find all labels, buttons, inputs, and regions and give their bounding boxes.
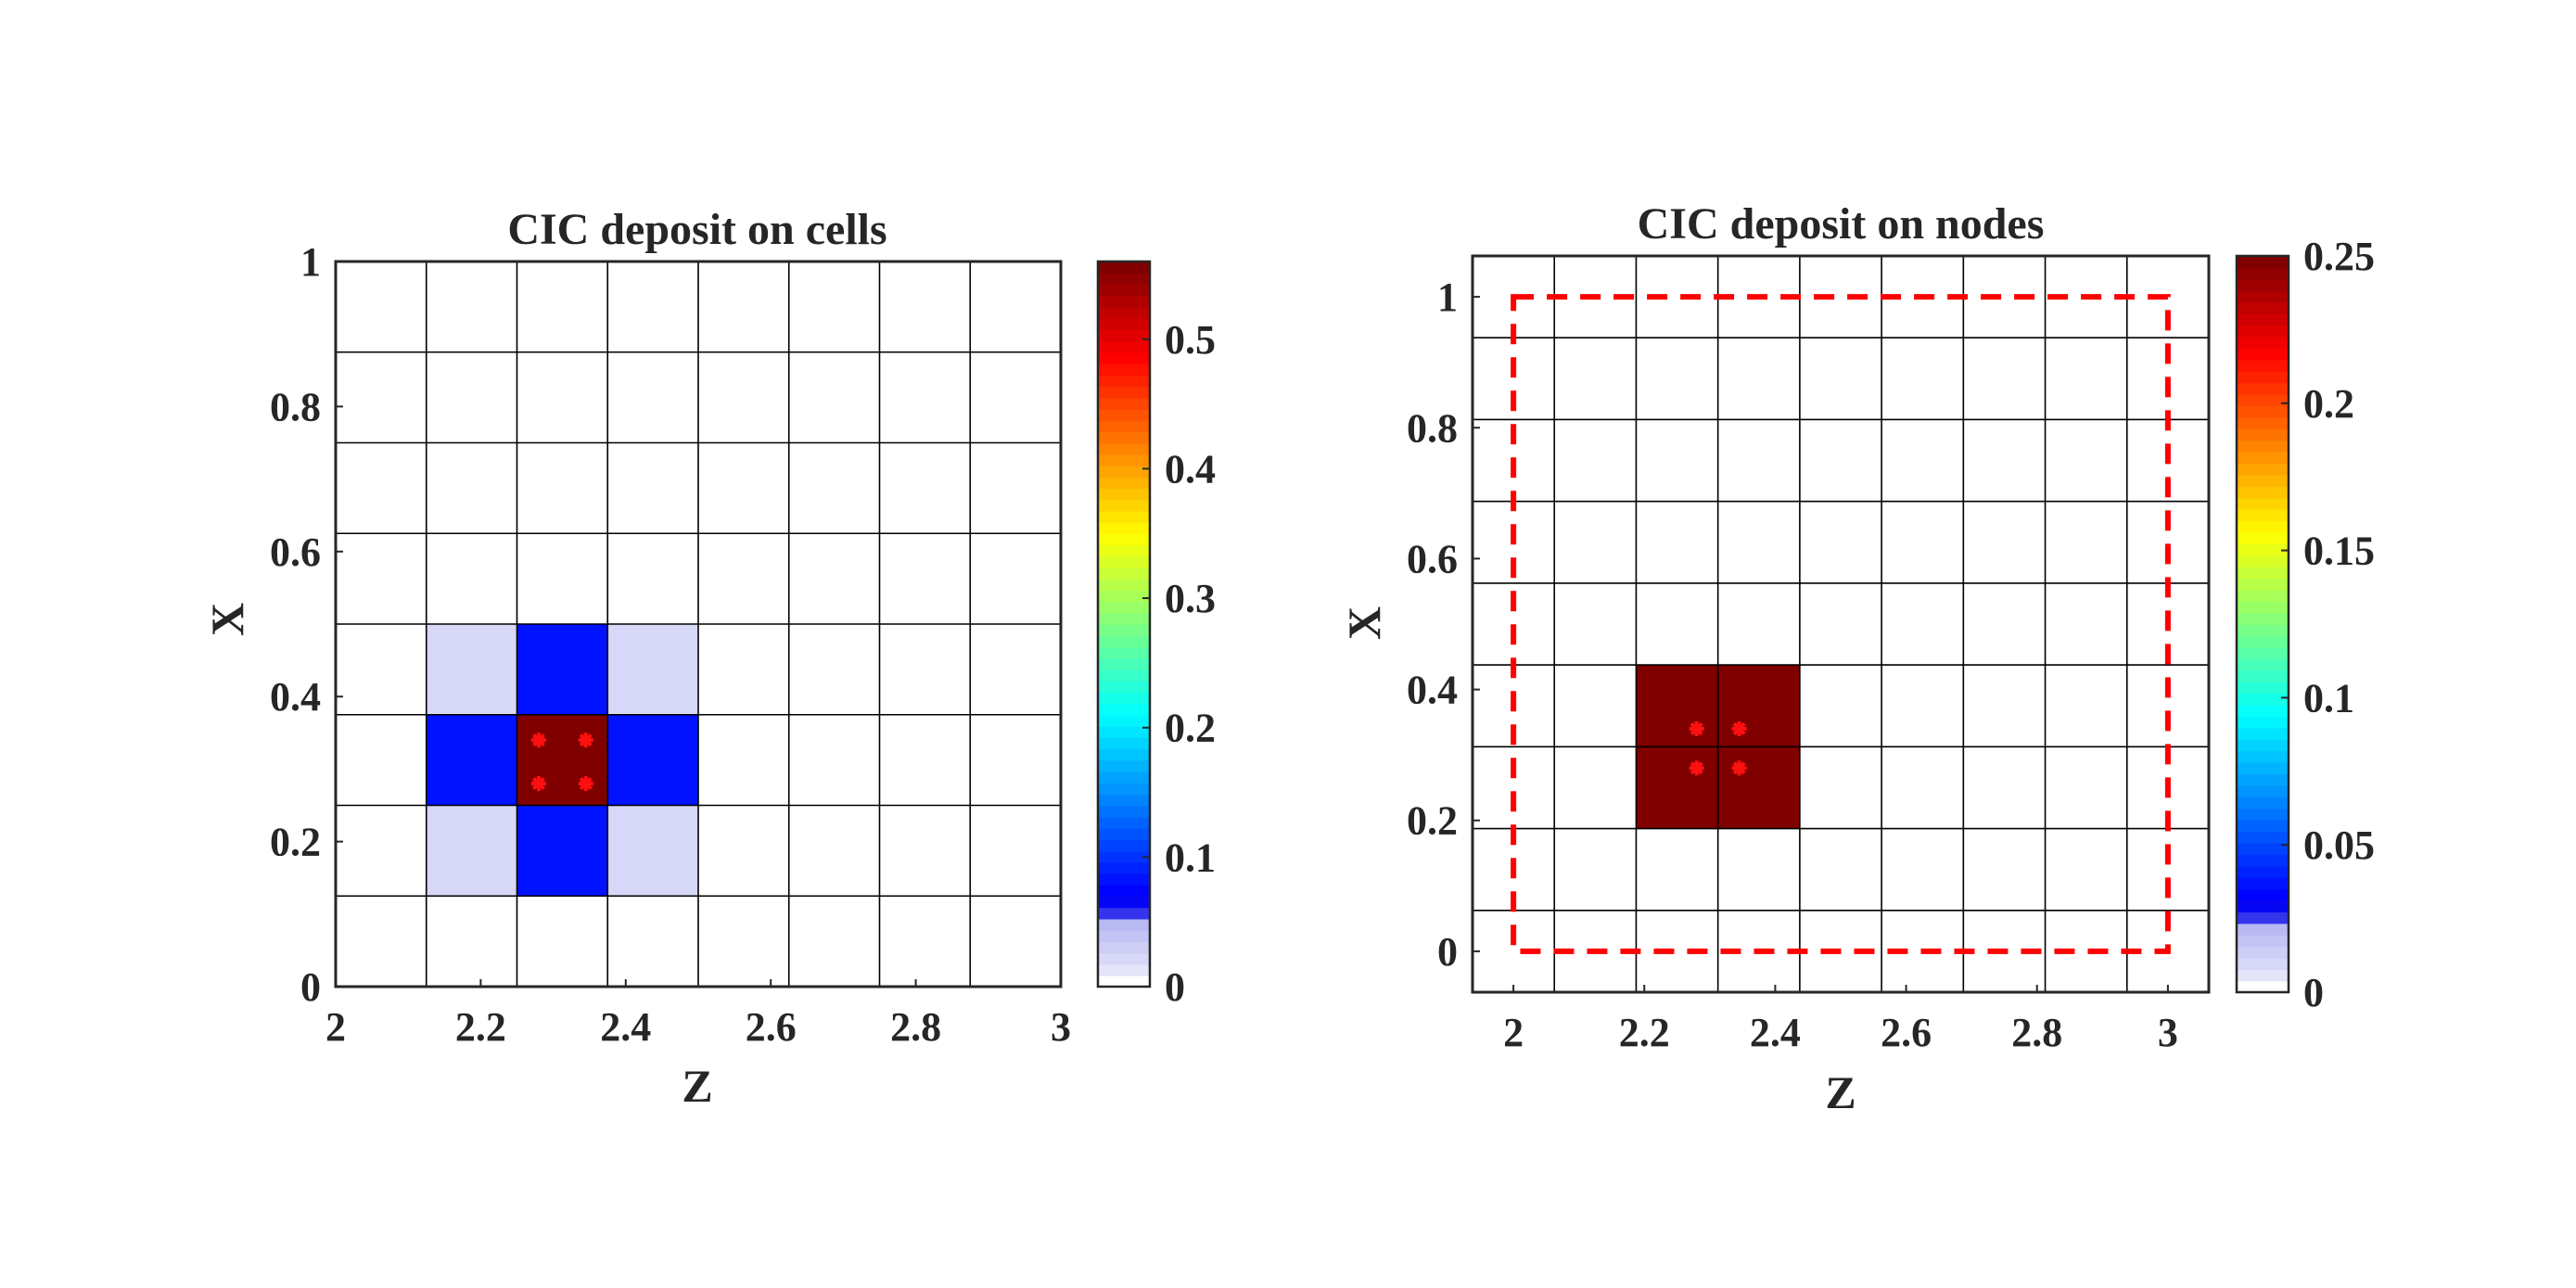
nodes-cell-3 [1717, 746, 1800, 829]
cells-y-tick-2: 0.4 [270, 674, 321, 720]
cells-y-tick-3: 0.6 [270, 529, 321, 575]
cells-cell-2 [607, 624, 698, 715]
nodes-plot-area [1473, 256, 2209, 992]
cells-x-tick-1: 2.2 [455, 1004, 506, 1050]
nodes-cell-1 [1717, 665, 1800, 747]
nodes-x-tick-0: 2 [1503, 1010, 1524, 1055]
nodes-colorbar: 0 0.05 0.1 0.15 0.2 0.25 [2235, 234, 2375, 1015]
cells-colorbar-tick-0: 0 [1165, 964, 1185, 1010]
nodes-x-axis-label: Z [1825, 1066, 1855, 1118]
nodes-y-tick-0: 0 [1437, 929, 1458, 975]
nodes-y-tick-2: 0.4 [1407, 668, 1458, 713]
nodes-colorbar-tick-1: 0.05 [2303, 823, 2375, 868]
cells-y-tick-0: 0 [300, 964, 321, 1010]
cells-y-tick-1: 0.2 [270, 820, 321, 865]
cells-cell-5 [607, 714, 698, 806]
nodes-deposit-panel: 2 2.2 2.4 2.6 2.8 3 0 0.2 0.4 0.6 0.8 1 0 0.05 0.1 0.15… [1338, 199, 2375, 1118]
nodes-colorbar-tick-0: 0 [2303, 970, 2324, 1015]
nodes-x-tick-5: 3 [2158, 1010, 2178, 1055]
nodes-particle-1 [1731, 721, 1747, 736]
cells-cell-6 [426, 805, 517, 897]
cells-colorbar-tick-4: 0.4 [1165, 446, 1216, 491]
nodes-x-tick-4: 2.8 [2011, 1010, 2062, 1055]
nodes-y-tick-4: 0.8 [1407, 405, 1458, 451]
nodes-cell-2 [1636, 746, 1718, 829]
cells-x-tick-5: 3 [1051, 1004, 1071, 1050]
cells-chart-title: CIC deposit on cells [507, 205, 886, 254]
cells-deposit-panel: 2 2.2 2.4 2.6 2.8 3 0 0.2 0.4 0.6 0.8 1 0 0.1 0.2 0.3 0.… [201, 205, 1216, 1112]
nodes-domain-boundary [1511, 294, 2171, 954]
nodes-y-tick-1: 0.2 [1407, 798, 1458, 844]
nodes-colorbar-tick-3: 0.15 [2303, 529, 2375, 574]
cells-colorbar-tick-1: 0.1 [1165, 835, 1216, 880]
cells-cell-7 [516, 805, 608, 897]
cells-y-axis-label: X [201, 603, 253, 636]
nodes-y-tick-3: 0.6 [1407, 536, 1458, 581]
cells-colorbar: 0 0.1 0.2 0.3 0.4 0.5 [1096, 260, 1216, 1010]
cells-y-tick-5: 1 [300, 239, 321, 285]
nodes-particle-0 [1689, 721, 1704, 736]
nodes-cell-0 [1636, 665, 1718, 747]
nodes-colorbar-tick-4: 0.2 [2303, 381, 2354, 427]
cells-cell-3 [426, 714, 517, 806]
cells-particle-0 [530, 733, 546, 748]
cells-x-tick-4: 2.8 [890, 1004, 941, 1050]
nodes-particle-2 [1689, 760, 1704, 776]
cells-particle-3 [578, 776, 593, 792]
cells-particle-2 [530, 776, 546, 792]
cells-colorbar-tick-5: 0.5 [1165, 317, 1216, 363]
nodes-colorbar-tick-5: 0.25 [2303, 234, 2375, 279]
nodes-axes-frame [1471, 254, 2211, 994]
cells-x-axis-label: Z [682, 1060, 712, 1112]
cells-cell-1 [516, 624, 608, 715]
cells-x-tick-0: 2 [325, 1004, 346, 1050]
nodes-x-tick-2: 2.4 [1750, 1010, 1801, 1055]
cells-colorbar-tick-3: 0.3 [1165, 576, 1216, 621]
nodes-colorbar-tick-2: 0.1 [2303, 675, 2354, 721]
nodes-chart-title: CIC deposit on nodes [1638, 199, 2045, 249]
cells-x-tick-3: 2.6 [746, 1004, 797, 1050]
cells-cell-4 [516, 714, 608, 806]
cells-axes-frame [334, 260, 1063, 988]
cells-colorbar-tick-2: 0.2 [1165, 706, 1216, 751]
nodes-x-tick-1: 2.2 [1619, 1010, 1670, 1055]
cells-y-tick-4: 0.8 [270, 384, 321, 429]
nodes-y-axis-label: X [1338, 606, 1390, 640]
nodes-particle-3 [1731, 760, 1747, 776]
nodes-y-tick-5: 1 [1437, 274, 1458, 320]
cells-particle-1 [578, 733, 593, 748]
nodes-x-tick-3: 2.6 [1881, 1010, 1932, 1055]
cells-cell-8 [607, 805, 698, 897]
cells-x-tick-2: 2.4 [600, 1004, 651, 1050]
cells-cell-0 [426, 624, 517, 715]
